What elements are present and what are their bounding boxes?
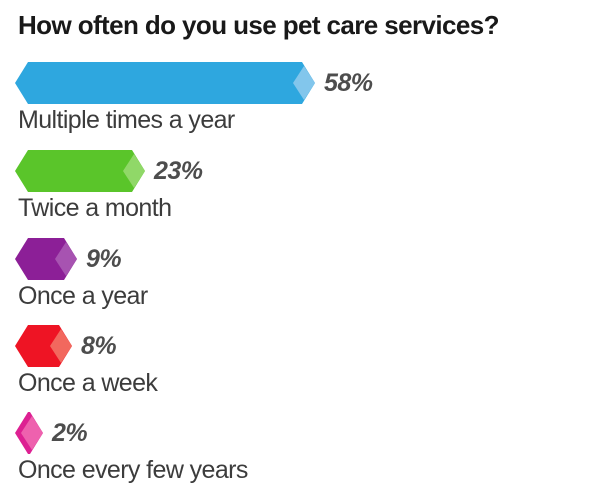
bar-body — [15, 238, 77, 280]
bar-shape — [15, 150, 145, 192]
bar-tip — [50, 329, 72, 363]
category-label: Twice a month — [18, 194, 172, 222]
value-label: 9% — [86, 245, 122, 273]
category-label: Once a week — [18, 369, 158, 397]
value-label: 2% — [52, 419, 88, 447]
bar-shape — [15, 325, 72, 367]
bar-shape — [15, 62, 315, 104]
category-label: Once a year — [18, 282, 148, 310]
bar-shape — [15, 238, 77, 280]
value-label: 23% — [154, 157, 203, 185]
bar-tip — [293, 66, 315, 100]
category-label: Multiple times a year — [18, 106, 235, 134]
chart-title: How often do you use pet care services? — [18, 10, 499, 40]
bar-tip — [123, 154, 145, 188]
bar-body — [15, 62, 315, 104]
bar-tip — [55, 242, 77, 276]
value-label: 58% — [324, 69, 373, 97]
category-label: Once every few years — [18, 456, 248, 484]
value-label: 8% — [81, 332, 117, 360]
bar-shape — [15, 412, 43, 454]
bar-tip — [21, 416, 43, 450]
bar-body — [15, 150, 145, 192]
